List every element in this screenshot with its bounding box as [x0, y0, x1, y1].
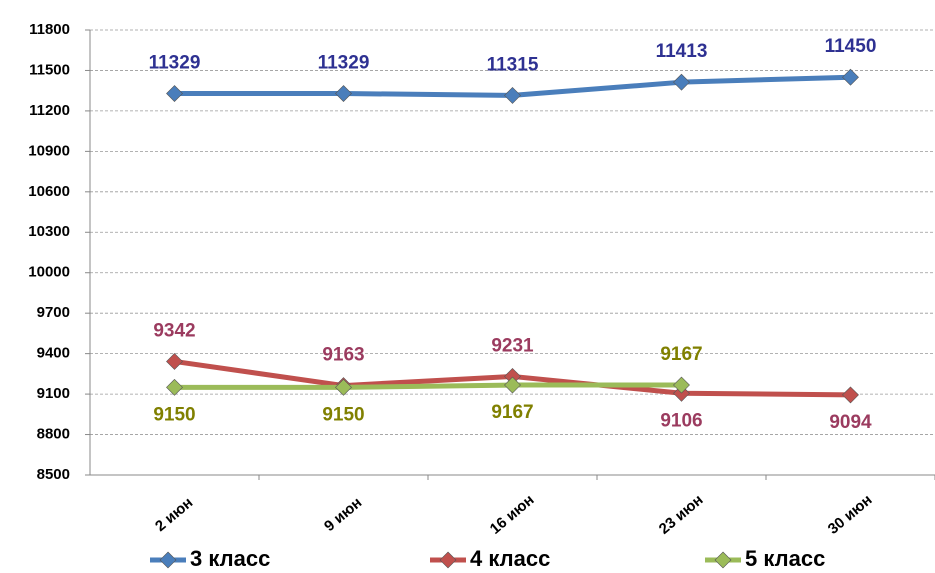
data-point	[674, 74, 690, 90]
chart: 8500 8800 9100 9400 9700 10000 10300 10600 10900…	[0, 0, 935, 573]
y-tick-label: 9700	[37, 304, 70, 321]
data-point	[843, 69, 859, 85]
data-point	[167, 379, 183, 395]
data-label: 11450	[825, 36, 877, 57]
data-label: 9163	[322, 345, 364, 366]
data-label: 9094	[829, 412, 872, 433]
x-tick-label: 2 июн	[152, 494, 196, 535]
data-point	[336, 379, 352, 395]
data-label: 11413	[656, 41, 708, 62]
data-label: 9342	[153, 320, 195, 341]
x-tick-label: 30 июн	[825, 491, 876, 537]
y-tick-label: 8800	[37, 426, 70, 443]
data-label: 11329	[318, 53, 370, 74]
legend-marker	[715, 552, 731, 568]
legend-item: 5 класс	[705, 546, 825, 571]
x-tick-label: 9 июн	[321, 494, 365, 535]
y-tick-label: 9400	[37, 345, 70, 362]
data-point	[167, 86, 183, 102]
data-point	[336, 86, 352, 102]
data-point	[167, 353, 183, 369]
legend-marker	[440, 552, 456, 568]
y-tick-label: 11800	[29, 21, 70, 38]
data-label: 9150	[153, 404, 195, 425]
legend-label: 3 класс	[190, 546, 270, 571]
x-tick-label: 16 июн	[487, 491, 538, 537]
data-label: 11329	[149, 53, 201, 74]
legend-item: 3 класс	[150, 546, 270, 571]
y-tick-label: 8500	[37, 466, 70, 483]
series-line	[175, 385, 682, 387]
legend-label: 4 класс	[470, 546, 550, 571]
y-tick-label: 11200	[29, 102, 70, 119]
y-tick-label: 10900	[28, 142, 70, 159]
data-label: 9167	[491, 402, 533, 423]
data-point	[843, 387, 859, 403]
y-tick-label: 11500	[29, 61, 70, 78]
data-label: 9106	[660, 410, 702, 431]
y-tick-label: 10000	[28, 264, 70, 281]
data-label: 9150	[322, 404, 364, 425]
y-tick-label: 10600	[28, 183, 70, 200]
x-tick-label: 23 июн	[656, 491, 707, 537]
data-label: 9231	[491, 335, 534, 356]
y-tick-label: 10300	[28, 223, 70, 240]
data-label: 9167	[660, 344, 702, 365]
y-tick-label: 9100	[37, 385, 70, 402]
legend-label: 5 класс	[745, 546, 825, 571]
data-point	[505, 87, 521, 103]
data-label: 11315	[487, 54, 539, 75]
legend-item: 4 класс	[430, 546, 550, 571]
legend-marker	[160, 552, 176, 568]
